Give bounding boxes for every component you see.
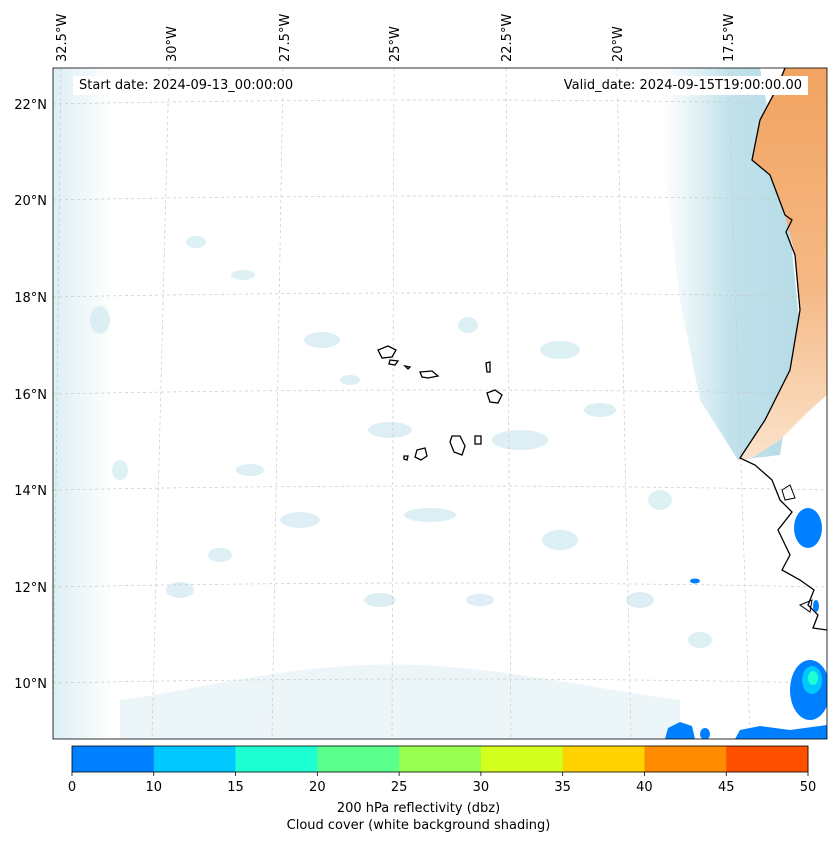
colorbar-tick-label: 25 [391, 780, 408, 795]
lon-label: 27.5°W [278, 14, 293, 62]
lat-label: 16°N [14, 388, 47, 403]
colorbar-sublabel: Cloud cover (white background shading) [286, 818, 551, 833]
colorbar-tick-label: 0 [68, 780, 76, 795]
cape-verde-islands [377, 345, 503, 461]
colorbar-swatch [399, 746, 482, 772]
colorbar-swatch [153, 746, 237, 772]
colorbar-swatch [562, 746, 645, 772]
colorbar-swatch [480, 746, 564, 772]
colorbar-tick-label: 45 [718, 780, 735, 795]
colorbar-swatch [235, 746, 318, 772]
colorbar-tick-label: 30 [473, 780, 490, 795]
colorbar: 0 10 15 20 25 30 35 40 45 50 [68, 745, 816, 795]
map-area [53, 68, 827, 739]
lat-label: 14°N [14, 484, 47, 499]
latitude-labels: 22°N 20°N 18°N 16°N 14°N 12°N 10°N [14, 98, 47, 692]
colorbar-frame [71, 745, 809, 773]
start-date-label: Start date: 2024-09-13_00:00:00 [73, 76, 300, 95]
valid-date-label: Valid_date: 2024-09-15T19:00:00.00 [557, 76, 808, 95]
lon-label: 17.5°W [722, 14, 737, 62]
colorbar-swatch [726, 746, 809, 772]
africa-coastline [739, 68, 827, 631]
colorbar-ticks: 0 10 15 20 25 30 35 40 45 50 [68, 772, 816, 795]
colorbar-tick-label: 50 [800, 780, 817, 795]
colorbar-tick-label: 20 [309, 780, 326, 795]
lon-label: 30°W [165, 26, 180, 62]
colorbar-tick-label: 40 [636, 780, 653, 795]
cloud-cover-shading [53, 68, 800, 739]
lat-label: 22°N [14, 98, 47, 113]
colorbar-label: 200 hPa reflectivity (dbz) [336, 801, 501, 816]
colorbar-tick-label: 15 [227, 780, 244, 795]
longitude-labels: 32.5°W 30°W 27.5°W 25°W 22.5°W 20°W 17.5… [55, 14, 737, 62]
lon-label: 22.5°W [500, 14, 515, 62]
map-frame [52, 67, 828, 740]
colorbar-swatch [72, 746, 155, 772]
africa-land-shading [738, 68, 827, 460]
colorbar-tick-label: 35 [554, 780, 571, 795]
colorbar-tick-label: 10 [146, 780, 163, 795]
lat-label: 12°N [14, 581, 47, 596]
colorbar-swatch [644, 746, 727, 772]
lat-label: 10°N [14, 677, 47, 692]
lon-label: 32.5°W [55, 14, 70, 62]
lon-label: 25°W [388, 26, 403, 62]
colorbar-swatch [317, 746, 400, 772]
lat-label: 18°N [14, 291, 47, 306]
lat-label: 20°N [14, 194, 47, 209]
lon-label: 20°W [611, 26, 626, 62]
graticule [53, 68, 827, 739]
reflectivity-cells [665, 508, 827, 739]
colorbar-swatches [72, 746, 809, 772]
